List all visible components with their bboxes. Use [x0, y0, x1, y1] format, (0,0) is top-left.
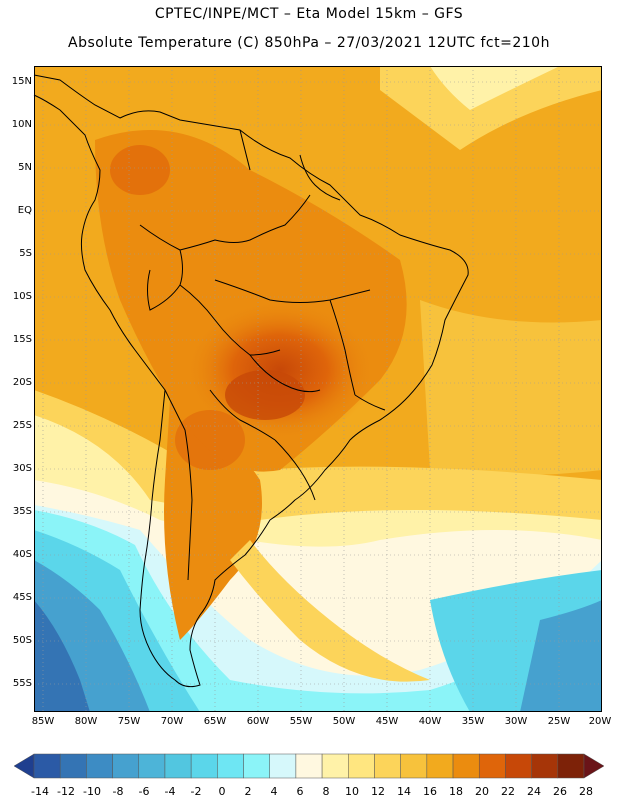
colorbar-label: 12 — [371, 785, 385, 798]
south-america-outline — [33, 74, 469, 688]
lat-label: 55S — [12, 678, 32, 689]
colorbar-swatch — [86, 753, 113, 779]
lon-label: 50W — [332, 716, 356, 727]
colorbar-label: -14 — [31, 785, 49, 798]
colorbar-swatch — [269, 753, 297, 779]
lon-label: 25W — [547, 716, 571, 727]
lon-label: 40W — [418, 716, 442, 727]
colorbar-swatch — [531, 753, 559, 779]
colorbar-label: 20 — [475, 785, 489, 798]
title-line-2: Absolute Temperature (C) 850hPa – 27/03/… — [68, 35, 550, 51]
colorbar-label: 28 — [579, 785, 593, 798]
lat-label: EQ — [17, 205, 32, 216]
colorbar-swatch — [374, 753, 401, 779]
lon-label: 20W — [588, 716, 612, 727]
lat-label: 25S — [12, 420, 32, 431]
colorbar-swatch — [426, 753, 454, 779]
colorbar-label: 14 — [397, 785, 411, 798]
colorbar-label: 2 — [244, 785, 252, 798]
colorbar-label: 16 — [423, 785, 437, 798]
colorbar-swatch — [164, 753, 192, 779]
colorbar-swatch — [452, 753, 480, 779]
graticule — [34, 66, 602, 712]
lon-label: 70W — [160, 716, 184, 727]
lon-label: 65W — [203, 716, 227, 727]
lat-label: 45S — [12, 592, 32, 603]
colorbar-swatch — [190, 753, 218, 779]
colorbar-swatch — [112, 753, 140, 779]
temperature-field — [34, 66, 602, 712]
lat-label: 40S — [12, 549, 32, 560]
colorbar-label: 10 — [345, 785, 359, 798]
colorbar-swatch — [243, 753, 270, 779]
lon-label: 85W — [31, 716, 55, 727]
lon-label: 35W — [461, 716, 485, 727]
lat-label: 5S — [19, 248, 32, 259]
colorbar-label: 8 — [322, 785, 330, 798]
colorbar-swatch — [557, 753, 585, 779]
lat-label: 50S — [12, 635, 32, 646]
colorbar-swatch — [478, 753, 506, 779]
plot-frame — [34, 66, 602, 712]
colorbar-swatch — [33, 753, 61, 779]
lat-label: 15S — [12, 334, 32, 345]
lat-label: 30S — [12, 463, 32, 474]
lon-label: 80W — [74, 716, 98, 727]
colorbar-label: 26 — [553, 785, 567, 798]
colorbar — [13, 753, 605, 779]
colorbar-arrow-low — [13, 753, 35, 779]
colorbar-swatch — [505, 753, 532, 779]
lon-label: 60W — [246, 716, 270, 727]
title-line-1: CPTEC/INPE/MCT – Eta Model 15km – GFS — [154, 6, 464, 22]
colorbar-swatch — [295, 753, 323, 779]
lon-label: 45W — [375, 716, 399, 727]
colorbar-label: -12 — [57, 785, 75, 798]
colorbar-label: 18 — [449, 785, 463, 798]
colorbar-label: -8 — [112, 785, 124, 798]
colorbar-label: -2 — [190, 785, 202, 798]
lon-label: 75W — [117, 716, 141, 727]
lat-label: 20S — [12, 377, 32, 388]
colorbar-label: 6 — [296, 785, 304, 798]
colorbar-label: 24 — [527, 785, 541, 798]
colorbar-label: -4 — [164, 785, 176, 798]
lon-label: 30W — [504, 716, 528, 727]
colorbar-swatch — [138, 753, 166, 779]
colorbar-swatch — [400, 753, 428, 779]
lat-label: 10S — [12, 291, 32, 302]
colorbar-swatch — [348, 753, 375, 779]
colorbar-swatch — [321, 753, 349, 779]
colorbar-label: 0 — [218, 785, 226, 798]
colorbar-swatch — [217, 753, 244, 779]
colorbar-label: -6 — [138, 785, 150, 798]
lat-label: 5N — [18, 162, 32, 173]
colorbar-label: 4 — [270, 785, 278, 798]
colorbar-swatch — [59, 753, 87, 779]
lat-label: 15N — [11, 76, 32, 87]
colorbar-arrow-high — [583, 753, 605, 779]
colorbar-label: -10 — [83, 785, 101, 798]
lat-label: 10N — [11, 119, 32, 130]
lat-label: 35S — [12, 506, 32, 517]
colorbar-label: 22 — [501, 785, 515, 798]
lon-label: 55W — [289, 716, 313, 727]
